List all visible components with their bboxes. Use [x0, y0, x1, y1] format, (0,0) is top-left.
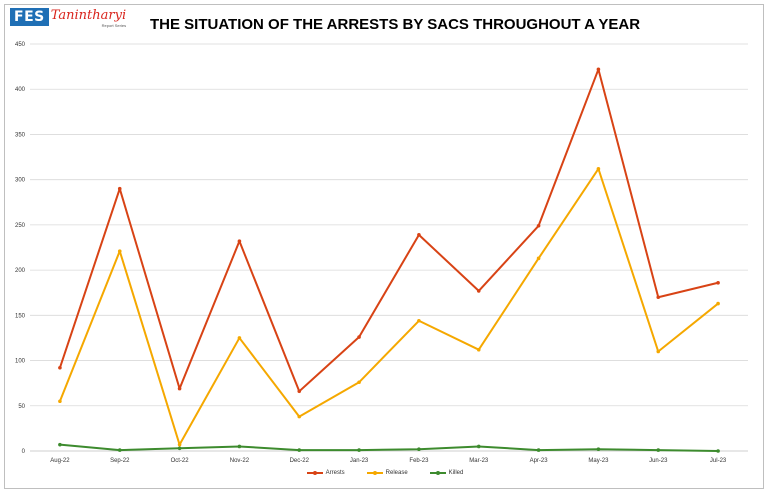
- chart-title: THE SITUATION OF THE ARRESTS BY SACS THR…: [150, 16, 641, 33]
- data-point-release: [596, 167, 601, 171]
- data-point-arrests: [237, 239, 242, 243]
- y-tick-label: 150: [15, 313, 26, 319]
- data-point-killed: [476, 444, 481, 449]
- y-tick-label: 400: [15, 87, 26, 93]
- data-point-arrests: [58, 365, 62, 370]
- data-point-arrests: [177, 386, 182, 391]
- x-tick-label: Sep-22: [110, 458, 130, 464]
- y-tick-label: 350: [15, 132, 26, 138]
- y-tick-label: 50: [18, 404, 25, 410]
- data-point-killed: [357, 448, 361, 452]
- data-point-killed: [536, 448, 541, 452]
- data-point-killed: [177, 446, 182, 451]
- series-line-killed: [59, 443, 719, 452]
- y-tick-label: 250: [15, 223, 26, 229]
- legend-label: Arrests: [325, 470, 345, 476]
- data-point-release: [117, 249, 122, 253]
- data-point-release: [58, 399, 62, 404]
- legend-swatch: [429, 470, 446, 475]
- data-point-arrests: [716, 280, 720, 285]
- y-tick-label: 450: [15, 42, 26, 48]
- data-point-arrests: [476, 289, 481, 293]
- data-point-arrests: [536, 223, 541, 228]
- x-tick-label: Mar-23: [469, 458, 489, 464]
- data-point-release: [237, 336, 242, 340]
- x-tick-label: Oct-22: [171, 458, 190, 464]
- x-tick-label: Nov-22: [230, 458, 250, 464]
- x-tick-label: Feb-23: [409, 458, 429, 464]
- data-point-release: [177, 442, 182, 447]
- data-point-arrests: [117, 186, 122, 191]
- chart-legend: Arrests Release Killed: [0, 470, 770, 476]
- logo: FES Tanintharyi Report Series: [10, 8, 126, 28]
- y-tick-label: 300: [15, 178, 26, 184]
- x-tick-label: Jul-23: [710, 458, 727, 464]
- data-point-release: [476, 347, 481, 352]
- data-point-release: [357, 380, 361, 385]
- data-point-arrests: [596, 67, 601, 72]
- legend-item-killed: Killed: [429, 470, 464, 476]
- data-point-arrests: [297, 389, 302, 394]
- data-point-killed: [58, 442, 62, 447]
- y-tick-label: 200: [15, 268, 26, 274]
- data-point-arrests: [417, 233, 421, 237]
- series-line-release: [58, 167, 719, 446]
- legend-label: Killed: [448, 470, 464, 476]
- data-point-release: [297, 414, 302, 419]
- data-point-killed: [117, 448, 122, 452]
- data-point-killed: [656, 448, 661, 452]
- data-point-killed: [237, 444, 242, 449]
- legend-swatch: [306, 470, 323, 475]
- x-tick-label: Jun-23: [649, 458, 668, 464]
- data-point-release: [656, 349, 661, 354]
- data-point-killed: [417, 447, 421, 451]
- legend-item-release: Release: [366, 470, 408, 476]
- data-point-killed: [716, 449, 720, 453]
- data-point-release: [536, 256, 541, 261]
- x-tick-label: Apr-23: [530, 458, 549, 464]
- legend-label: Release: [385, 470, 408, 476]
- series-line-arrests: [58, 68, 719, 393]
- y-tick-label: 100: [15, 359, 26, 365]
- x-tick-label: Jan-23: [350, 458, 369, 464]
- data-point-release: [417, 318, 421, 323]
- logo-subtitle: Report Series: [101, 23, 127, 28]
- legend-item-arrests: Arrests: [306, 470, 345, 476]
- data-point-killed: [297, 448, 302, 452]
- x-tick-label: Dec-22: [290, 458, 310, 464]
- data-point-release: [716, 301, 720, 306]
- y-tick-label: 0: [22, 449, 26, 455]
- logo-badge: FES: [10, 8, 49, 26]
- x-tick-label: Aug-22: [50, 458, 70, 464]
- logo-name: Tanintharyi: [50, 8, 127, 23]
- chart-frame: [4, 4, 764, 489]
- data-point-arrests: [357, 335, 361, 339]
- x-tick-label: May-23: [588, 458, 609, 464]
- data-point-killed: [596, 447, 601, 451]
- data-point-arrests: [656, 295, 661, 300]
- legend-swatch: [366, 470, 383, 475]
